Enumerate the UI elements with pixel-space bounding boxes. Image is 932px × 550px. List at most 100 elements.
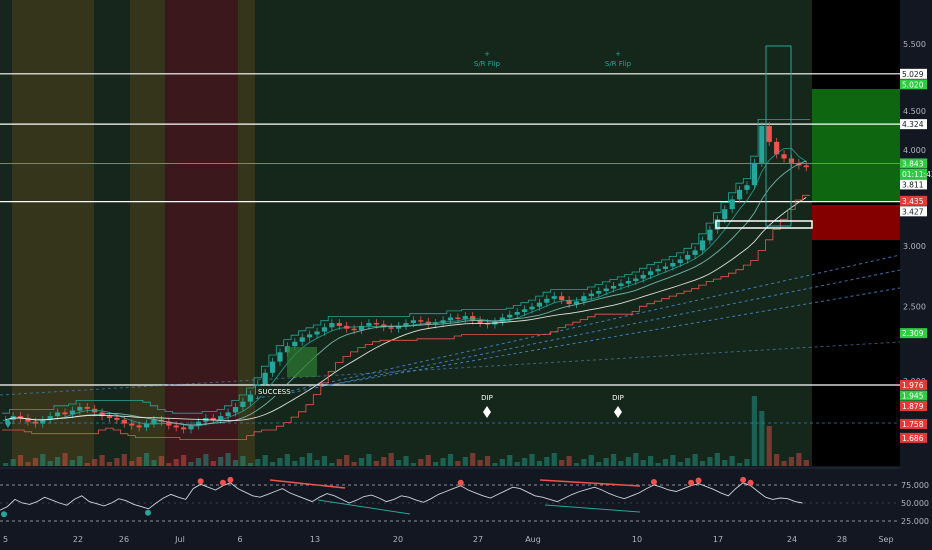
buy-signal-icon (5, 418, 11, 428)
candle-body (269, 361, 276, 373)
candle-body (803, 165, 809, 168)
volume-bar (188, 462, 194, 466)
candle-body (395, 325, 402, 329)
time-tick-label: 24 (787, 535, 797, 544)
volume-bar (395, 460, 402, 466)
candle-body (581, 296, 587, 302)
dip-label: DIP (481, 394, 493, 402)
rsi-background (0, 470, 900, 528)
candle-body (522, 309, 528, 313)
candle-body (759, 125, 765, 163)
price-tag-label: 3.811 (902, 180, 924, 189)
zone-green-1 (94, 0, 130, 466)
candle-body (136, 425, 142, 428)
volume-bar (329, 463, 335, 466)
candle-body (218, 416, 224, 420)
volume-bar (781, 461, 787, 466)
candle-body (351, 328, 357, 331)
volume-bar (129, 461, 135, 466)
trendline-3 (329, 287, 901, 386)
channel-step-line (2, 194, 810, 440)
time-tick-label: 10 (632, 535, 642, 544)
volume-bar (447, 454, 454, 466)
time-tick-label: 5 (3, 535, 8, 544)
volume-bar (247, 463, 253, 466)
rsi-overbought-marker (695, 477, 702, 484)
candle-body (633, 278, 639, 282)
volume-bar (455, 461, 461, 466)
candle-body (129, 423, 135, 426)
volume-bar (529, 454, 535, 466)
price-tag-label: 5.020 (902, 80, 924, 89)
candle-body (314, 331, 320, 335)
volume-bar (32, 458, 38, 466)
candle-body (195, 421, 202, 426)
stop-zone[interactable] (812, 205, 900, 240)
volume-bar (366, 454, 372, 466)
candle-body (210, 417, 216, 420)
price-tag (900, 68, 927, 79)
candle-body (106, 416, 113, 418)
candle-body (47, 416, 53, 420)
time-axis[interactable]: 5 22 26 Jul 6 13 20 27 Aug 10 17 24 28 Sep (0, 530, 932, 550)
price-tag (900, 401, 927, 412)
volume-bar (210, 461, 216, 466)
volume-bar (751, 396, 757, 466)
channel-step-line (2, 119, 810, 414)
time-axis-bg (0, 530, 932, 550)
time-tick-label: Aug (525, 535, 541, 544)
price-tag-label: 1.758 (902, 420, 924, 429)
trendline-1 (249, 254, 901, 401)
zone-yellow-2 (130, 0, 165, 466)
price-tag-label: 3.435 (902, 197, 924, 206)
price-tag (900, 418, 927, 429)
rsi-panel[interactable] (0, 467, 900, 528)
volume-bar (722, 460, 728, 466)
volume-bar (262, 455, 268, 466)
volume-bar (151, 460, 157, 466)
price-tag (900, 432, 927, 443)
price-tag (900, 380, 927, 391)
rsi-overbought-marker (688, 479, 695, 486)
volume-bar (255, 459, 261, 466)
volume-bar (492, 463, 498, 466)
price-tag (900, 119, 927, 130)
volume-bar (788, 457, 795, 466)
volume-bar (114, 458, 120, 466)
volume-bar (603, 458, 609, 466)
spike-box (765, 45, 792, 227)
candle-body (618, 283, 624, 286)
time-tick-label: 17 (713, 535, 723, 544)
volume-bar (796, 453, 802, 466)
volume-bar (514, 462, 520, 466)
candle-body (307, 334, 313, 338)
volume-bar (381, 457, 387, 466)
volume-bar (759, 411, 765, 466)
volume-bar (692, 454, 698, 466)
volume-bar (62, 453, 68, 466)
candle-body (114, 417, 120, 420)
price-tag-label: 4.324 (902, 120, 924, 129)
candle-body (477, 320, 483, 324)
sr-flip-label: S/R Flip (605, 60, 632, 68)
volume-bar (358, 458, 365, 466)
volume-bar (559, 460, 565, 466)
success-label-bg (256, 386, 290, 396)
candle-body (685, 254, 691, 260)
candle-body (670, 263, 676, 267)
price-tick-label: 5.500 (903, 40, 926, 49)
volume-bar (299, 457, 305, 466)
candle-body (610, 285, 617, 289)
volume-bar (736, 463, 743, 466)
candle-body (292, 341, 298, 347)
candle-body (418, 320, 424, 322)
zone-main-green (255, 0, 812, 466)
rsi-markers (1, 476, 754, 518)
diamond-icon (614, 406, 622, 418)
candle-body (25, 417, 31, 422)
target-zone[interactable] (812, 89, 900, 202)
candle-body (299, 337, 305, 342)
rsi-divergence-bull-2 (544, 504, 641, 513)
